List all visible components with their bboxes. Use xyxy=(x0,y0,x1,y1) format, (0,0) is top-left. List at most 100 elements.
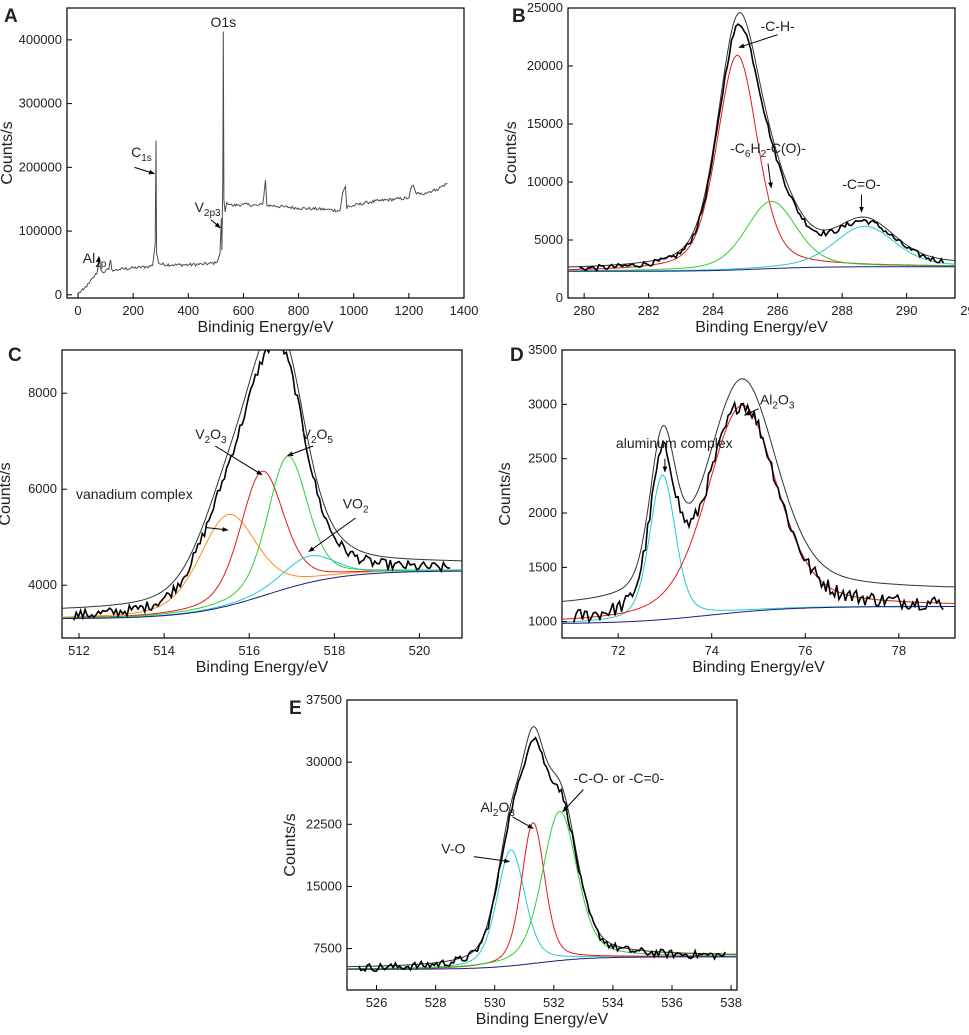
annotation-arrow xyxy=(134,166,155,175)
y-tick-label: 10000 xyxy=(527,174,563,189)
annotation-arrow xyxy=(308,517,356,553)
panel-label: E xyxy=(289,698,302,719)
annotation-label: vanadium complex xyxy=(76,486,193,502)
annotation-arrow xyxy=(210,219,221,229)
series-envelope xyxy=(568,12,955,268)
panel-label: C xyxy=(8,345,22,366)
x-tick-label: 530 xyxy=(484,995,506,1010)
series-peak-c6h2-c-o xyxy=(568,200,955,272)
x-tick-label: 534 xyxy=(602,995,624,1010)
x-tick-label: 516 xyxy=(238,643,260,658)
panel-D: D 72 74 76 78 1000 1500 2000 2500 3000 3500 Binding… xyxy=(497,342,956,676)
plot-area xyxy=(568,12,955,272)
annotation-label: V2O5 xyxy=(302,426,334,446)
annotation-arrow xyxy=(512,816,534,829)
y-tick-label: 300000 xyxy=(19,96,62,111)
y-axis-label: Counts/s xyxy=(503,121,520,184)
annotation-label: C1s xyxy=(131,144,152,164)
y-tick-label: 8000 xyxy=(28,385,57,400)
plot-frame xyxy=(567,7,956,299)
y-tick-label: 400000 xyxy=(19,32,62,47)
y-tick-label: 15000 xyxy=(527,116,563,131)
annotation-label: VO2 xyxy=(343,495,369,515)
series-raw-data xyxy=(573,400,944,624)
series-envelope xyxy=(562,378,955,602)
x-axis-label: Binding Energy/eV xyxy=(476,1011,609,1028)
annotation-label: V-O xyxy=(441,840,465,856)
annotation-arrow xyxy=(214,445,263,476)
annotation-label: V2O3 xyxy=(195,426,227,446)
x-tick-label: 74 xyxy=(704,643,718,658)
y-tick-label: 3500 xyxy=(528,342,557,357)
series-baseline xyxy=(562,606,955,624)
x-tick-label: 536 xyxy=(661,995,683,1010)
annotation-arrow xyxy=(286,445,314,457)
annotation-label: -C-H- xyxy=(761,18,796,34)
plot-area xyxy=(62,350,462,621)
x-axis-label: Binding Energy/eV xyxy=(695,319,828,336)
panel-B: B 280 282 284 286 288 290 292 0 5000 10000 15000 200… xyxy=(503,0,969,336)
panel-label: B xyxy=(512,6,526,27)
x-tick-label: 1400 xyxy=(450,303,479,318)
annotation-arrow xyxy=(767,163,773,189)
x-tick-label: 528 xyxy=(425,995,447,1010)
y-tick-label: 30000 xyxy=(306,754,342,769)
series-peak-al2o3 xyxy=(562,405,955,620)
x-tick-label: 1200 xyxy=(394,303,423,318)
annotation-label: -C6H2-C(O)- xyxy=(730,140,806,160)
x-tick-label: 290 xyxy=(896,303,918,318)
y-tick-label: 6000 xyxy=(28,481,57,496)
x-tick-label: 400 xyxy=(177,303,199,318)
annotation-arrow xyxy=(738,34,778,49)
annotation-arrow xyxy=(743,408,759,416)
y-tick-label: 5000 xyxy=(534,232,563,247)
series-baseline xyxy=(347,956,737,970)
series-envelope xyxy=(347,726,737,968)
annotation-label: -C=O- xyxy=(842,176,881,192)
y-tick-label: 100000 xyxy=(19,223,62,238)
annotation-label: -C-O- or -C=0- xyxy=(574,770,665,786)
x-axis-label: Binding Energy/eV xyxy=(692,659,825,676)
annotation-label: Al2O3 xyxy=(760,391,795,411)
y-tick-label: 1500 xyxy=(528,559,557,574)
series-peak-aluminum-complex xyxy=(562,474,955,623)
plot-area xyxy=(77,31,448,294)
x-tick-label: 600 xyxy=(233,303,255,318)
series-envelope xyxy=(62,350,462,609)
y-tick-label: 15000 xyxy=(306,878,342,893)
x-tick-label: 286 xyxy=(767,303,789,318)
series-raw-data xyxy=(579,23,945,272)
annotation-arrow xyxy=(473,856,511,864)
annotation-label: V2p3 xyxy=(195,199,221,219)
y-tick-label: 4000 xyxy=(28,577,57,592)
annotation-label: aluminum complex xyxy=(616,435,733,451)
panel-label: D xyxy=(510,345,524,366)
x-tick-label: 72 xyxy=(611,643,625,658)
plot-area xyxy=(347,726,737,973)
y-tick-label: 37500 xyxy=(306,692,342,707)
annotation-arrow xyxy=(96,255,101,267)
panel-C: C 512 514 516 518 520 4000 6000 8000 Binding Ener… xyxy=(0,345,463,676)
y-tick-label: 22500 xyxy=(306,816,342,831)
x-tick-label: 76 xyxy=(798,643,812,658)
panel-A: A 0 200 400 600 800 1000 1200 1400 0 100000 200000 3… xyxy=(0,6,478,336)
x-tick-label: 288 xyxy=(831,303,853,318)
x-tick-label: 518 xyxy=(323,643,345,658)
series-baseline xyxy=(568,266,955,272)
x-tick-label: 280 xyxy=(573,303,595,318)
x-tick-label: 1000 xyxy=(339,303,368,318)
x-tick-label: 284 xyxy=(702,303,724,318)
x-tick-label: 538 xyxy=(720,995,742,1010)
annotation-label: Al2O3 xyxy=(480,799,515,819)
series-raw-data xyxy=(73,350,451,621)
x-tick-label: 78 xyxy=(892,643,906,658)
y-axis-label: Counts/s xyxy=(0,121,16,184)
y-tick-label: 3000 xyxy=(528,396,557,411)
plot-frame xyxy=(346,699,738,991)
x-tick-label: 526 xyxy=(366,995,388,1010)
y-tick-label: 20000 xyxy=(527,58,563,73)
series-peak-v-o xyxy=(347,849,737,970)
y-axis-label: Counts/s xyxy=(0,462,14,525)
x-tick-label: 800 xyxy=(288,303,310,318)
